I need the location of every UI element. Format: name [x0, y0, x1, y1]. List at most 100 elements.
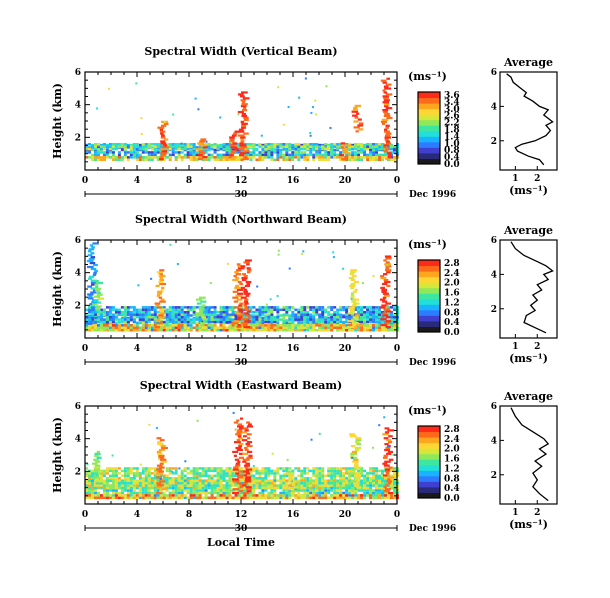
heatmap-spike-cell — [348, 277, 355, 280]
heatmap-spike-cell — [237, 460, 241, 463]
heatmap-cell — [249, 151, 253, 154]
heatmap-speck — [361, 282, 364, 285]
heatmap-cell — [135, 151, 139, 154]
heatmap-spike-cell — [199, 324, 204, 327]
heatmap-cell — [363, 324, 367, 327]
heatmap-cell — [171, 486, 175, 490]
heatmap-cell — [174, 481, 178, 485]
heatmap-cell — [357, 496, 361, 500]
heatmap-speck — [252, 464, 255, 467]
heatmap-cell — [135, 496, 139, 500]
heatmap-cell — [105, 143, 109, 147]
heatmap-cell — [270, 472, 274, 475]
heatmap-cell — [273, 469, 277, 473]
heatmap-cell — [180, 311, 184, 314]
heatmap-cell — [102, 324, 106, 327]
heatmap-cell — [392, 481, 396, 485]
heatmap-cell — [309, 489, 313, 492]
heatmap-spike-cell — [383, 110, 388, 114]
heatmap-cell — [303, 158, 307, 162]
heatmap-cell — [189, 496, 193, 500]
heatmap-cell — [183, 477, 187, 480]
heatmap-cell — [288, 306, 292, 309]
heatmap-cell — [294, 145, 298, 148]
heatmap-cell — [204, 481, 208, 485]
heatmap-cell — [144, 147, 148, 151]
heatmap-cell — [324, 158, 328, 162]
heatmap-cell — [162, 481, 166, 485]
heatmap-cell — [105, 151, 109, 154]
heatmap-cell — [360, 315, 364, 319]
heatmap-cell — [93, 479, 97, 482]
heatmap-cell — [102, 318, 106, 321]
heatmap-spike-cell — [159, 300, 166, 303]
heatmap-cell — [228, 151, 232, 154]
heatmap-cell — [90, 491, 94, 495]
heatmap-cell — [327, 311, 331, 314]
heatmap-cell — [156, 145, 160, 148]
heatmap-spike-cell — [340, 146, 345, 149]
heatmap-cell — [378, 320, 382, 324]
heatmap-spike-cell — [385, 484, 389, 487]
heatmap-cell — [207, 326, 211, 330]
heatmap-cell — [177, 306, 181, 309]
heatmap-spike-cell — [199, 306, 203, 309]
heatmap-cell — [297, 146, 301, 149]
heatmap-cell — [243, 486, 247, 490]
heatmap-cell — [114, 472, 118, 475]
heatmap-cell — [339, 484, 343, 487]
heatmap-cell — [312, 153, 316, 157]
heatmap-cell — [297, 467, 301, 470]
heatmap-cell — [261, 313, 265, 316]
heatmap-spike-cell — [87, 297, 94, 300]
heatmap-cell — [132, 326, 136, 330]
heatmap-speck — [197, 108, 200, 111]
heatmap-spike-cell — [91, 462, 98, 465]
heatmap-cell — [392, 313, 396, 316]
heatmap-cell — [225, 145, 229, 148]
heatmap-cell — [354, 147, 358, 151]
heatmap-cell — [210, 491, 214, 495]
heatmap-cell — [85, 467, 88, 470]
heatmap-cell — [102, 474, 106, 478]
heatmap-cell — [363, 313, 367, 316]
heatmap-cell — [351, 145, 355, 148]
heatmap-cell — [87, 484, 91, 487]
heatmap-cell — [270, 143, 274, 146]
heatmap-cell — [306, 484, 310, 487]
heatmap-spike-cell — [383, 308, 391, 311]
heatmap-speck — [205, 140, 208, 143]
heatmap-cell — [282, 315, 286, 319]
heatmap-speck — [337, 470, 340, 473]
heatmap-cell — [312, 147, 316, 151]
heatmap-cell — [93, 486, 97, 490]
heatmap-cell — [273, 143, 277, 146]
heatmap-cell — [225, 147, 229, 151]
heatmap-cell — [117, 156, 121, 159]
heatmap-cell — [93, 147, 97, 151]
heatmap-cell — [303, 472, 307, 475]
heatmap-cell — [192, 318, 196, 321]
heatmap-speck — [139, 463, 142, 466]
heatmap-cell — [255, 467, 259, 470]
heatmap-spike-cell — [236, 298, 243, 301]
heatmap-cell — [336, 489, 340, 492]
heatmap-cell — [126, 143, 130, 147]
heatmap-cell — [201, 158, 205, 162]
heatmap-cell — [132, 494, 136, 497]
heatmap-cell — [225, 326, 229, 330]
heatmap-cell — [141, 315, 145, 319]
heatmap-cell — [321, 145, 325, 148]
heatmap-speck — [292, 307, 295, 310]
heatmap-cell — [85, 156, 88, 159]
heatmap-cell — [162, 491, 166, 495]
heatmap-cell — [360, 313, 364, 316]
heatmap-cell — [261, 311, 265, 314]
heatmap-cell — [195, 467, 199, 470]
heatmap-cell — [321, 491, 325, 495]
heatmap-cell — [327, 474, 331, 478]
heatmap-cell — [360, 474, 364, 478]
heatmap-spike-cell — [240, 136, 246, 139]
heatmap-speck — [180, 142, 183, 145]
heatmap-cell — [228, 479, 232, 482]
